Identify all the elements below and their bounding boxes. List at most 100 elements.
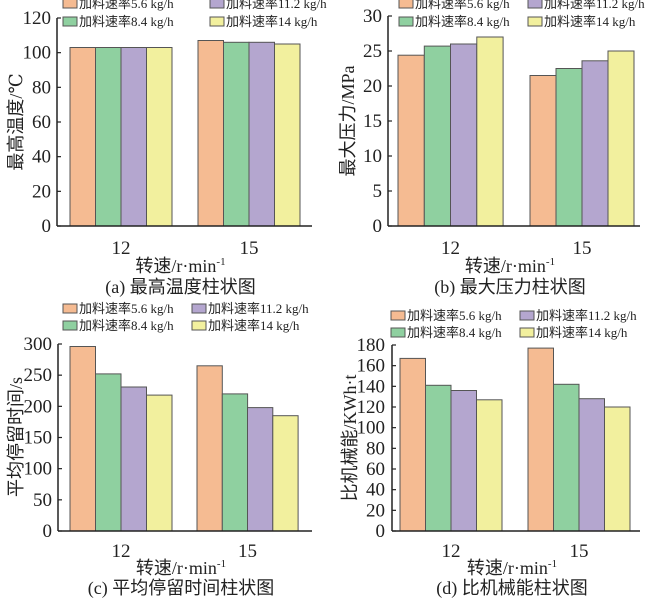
y-tick-label: 40 xyxy=(32,147,51,168)
legend-label: 加料速率11.2 kg/h xyxy=(544,0,645,11)
x-tick-label: 12 xyxy=(441,238,460,259)
bar-c-15-s1 xyxy=(221,393,249,532)
legend-swatch xyxy=(390,310,406,321)
y-axis-label: 比机械能/KWh·t xyxy=(340,375,360,502)
legend-label: 加料速率5.6 kg/h xyxy=(79,0,174,11)
y-tick-label: 20 xyxy=(366,500,385,521)
y-tick-label: 250 xyxy=(24,365,53,386)
bar-b-12-s1 xyxy=(423,45,452,227)
y-tick-label: 15 xyxy=(363,111,382,132)
x-axis-label-text: 转速/r·min xyxy=(135,256,216,276)
legend-swatch xyxy=(390,327,406,338)
y-tick-label: 180 xyxy=(357,335,386,356)
x-axis-label: 转速/r·min-1 xyxy=(136,558,226,578)
legend-label: 加料速率5.6 kg/h xyxy=(415,0,510,11)
legend-label: 加料速率8.4 kg/h xyxy=(407,325,502,340)
legend-label: 加料速率11.2 kg/h xyxy=(226,0,327,11)
bar-d-12-s0 xyxy=(399,357,426,532)
y-tick-label: 20 xyxy=(32,181,51,202)
legend-item: 加料速率11.2 kg/h xyxy=(519,308,637,323)
y-tick-label: 80 xyxy=(366,438,385,459)
bar-c-15-s0 xyxy=(196,365,223,532)
y-axis-label: 平均停留时间/s xyxy=(6,377,26,497)
legend-item: 加料速率14 kg/h xyxy=(527,14,636,29)
bar-a-15-s2 xyxy=(248,41,275,227)
chart-caption: (c) 平均停留时间柱状图 xyxy=(88,578,274,599)
legend-label: 加料速率14 kg/h xyxy=(226,14,318,29)
legend-item: 加料速率8.4 kg/h xyxy=(62,14,174,29)
bar-d-12-s1 xyxy=(425,384,452,532)
bar-a-12-s2 xyxy=(120,47,147,227)
y-tick-label: 120 xyxy=(23,8,52,29)
y-tick-label: 200 xyxy=(24,396,53,417)
legend-swatch xyxy=(191,303,207,314)
y-tick-label: 5 xyxy=(373,181,383,202)
legend-item: 加料速率5.6 kg/h xyxy=(62,301,174,316)
y-tick-label: 120 xyxy=(357,397,386,418)
legend-swatch xyxy=(191,320,207,331)
bar-d-15-s0 xyxy=(527,347,554,532)
y-tick-label: 100 xyxy=(24,459,53,480)
legend-item: 加料速率11.2 kg/h xyxy=(209,0,327,11)
legend-item: 加料速率11.2 kg/h xyxy=(191,301,309,316)
y-tick-label: 0 xyxy=(376,521,386,542)
legend-swatch xyxy=(398,16,414,27)
y-tick-label: 30 xyxy=(363,6,382,27)
legend-label: 加料速率11.2 kg/h xyxy=(536,308,637,323)
y-tick-label: 60 xyxy=(366,459,385,480)
legend-item: 加料速率8.4 kg/h xyxy=(398,14,510,29)
bar-b-12-s0 xyxy=(397,54,425,227)
legend-swatch xyxy=(62,303,78,314)
legend-item: 加料速率5.6 kg/h xyxy=(398,0,510,11)
x-axis-label-superscript: -1 xyxy=(546,256,555,268)
legend-swatch xyxy=(527,0,543,9)
legend-label: 加料速率5.6 kg/h xyxy=(79,301,174,316)
x-tick-label: 12 xyxy=(112,541,131,562)
x-tick-label: 12 xyxy=(112,238,131,259)
bar-c-12-s1 xyxy=(95,373,122,532)
bar-b-15-s0 xyxy=(529,75,557,227)
x-axis-label-text: 转速/r·min xyxy=(467,558,548,578)
chart-caption: (b) 最大压力柱状图 xyxy=(434,277,586,298)
chart-caption: (d) 比机械能柱状图 xyxy=(436,578,588,599)
x-tick-label: 12 xyxy=(442,541,461,562)
legend-swatch xyxy=(209,0,225,9)
x-axis-label-superscript: -1 xyxy=(548,558,557,570)
x-axis-label-text: 转速/r·min xyxy=(136,558,217,578)
y-tick-label: 150 xyxy=(24,428,53,449)
legend-swatch xyxy=(519,327,535,338)
y-tick-label: 300 xyxy=(24,334,53,355)
y-tick-label: 50 xyxy=(33,490,52,511)
legend-item: 加料速率5.6 kg/h xyxy=(62,0,174,11)
legend-item: 加料速率8.4 kg/h xyxy=(62,318,174,333)
legend-swatch xyxy=(527,16,543,27)
bar-c-15-s3 xyxy=(272,415,299,532)
bar-a-12-s1 xyxy=(95,47,122,227)
bar-b-15-s1 xyxy=(555,68,583,227)
y-tick-label: 0 xyxy=(373,216,383,237)
chart-panel-c: 12 15050100150200250300平均停留时间/s转速/r·min-1… xyxy=(6,301,312,599)
legend-item: 加料速率14 kg/h xyxy=(209,14,318,29)
x-tick-label: 15 xyxy=(573,238,592,259)
legend-label: 加料速率14 kg/h xyxy=(208,318,300,333)
bar-d-15-s3 xyxy=(604,406,631,532)
y-tick-label: 160 xyxy=(357,356,386,377)
bar-b-15-s3 xyxy=(607,50,635,227)
legend-item: 加料速率14 kg/h xyxy=(519,325,628,340)
y-tick-label: 100 xyxy=(357,418,386,439)
legend-item: 加料速率8.4 kg/h xyxy=(390,325,502,340)
y-tick-label: 0 xyxy=(42,216,52,237)
bar-b-12-s3 xyxy=(476,36,504,227)
bar-a-15-s0 xyxy=(197,40,224,227)
legend-label: 加料速率8.4 kg/h xyxy=(415,14,510,29)
y-tick-label: 10 xyxy=(363,146,382,167)
legend-item: 加料速率5.6 kg/h xyxy=(390,308,502,323)
legend-swatch xyxy=(62,16,78,27)
legend-swatch xyxy=(398,0,414,9)
bar-a-15-s3 xyxy=(274,43,301,227)
chart-caption: (a) 最高温度柱状图 xyxy=(105,277,255,298)
x-tick-label: 15 xyxy=(240,238,259,259)
